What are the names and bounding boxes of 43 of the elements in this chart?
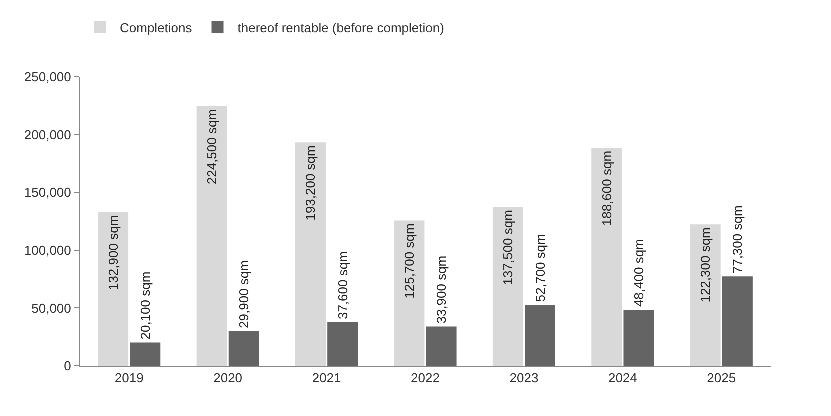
data-label: 37,600 sqm bbox=[335, 252, 350, 320]
x-tick-label: 2024 bbox=[608, 370, 638, 386]
bar bbox=[130, 342, 161, 366]
data-label: 33,900 sqm bbox=[434, 256, 450, 324]
data-label: 137,500 sqm bbox=[500, 210, 516, 286]
x-tick-label: 2020 bbox=[214, 370, 243, 386]
data-label: 77,300 sqm bbox=[730, 206, 746, 274]
bar bbox=[690, 224, 721, 366]
bar bbox=[394, 220, 425, 366]
legend-label: Completions bbox=[120, 20, 193, 36]
bar bbox=[296, 142, 326, 366]
bar bbox=[624, 310, 654, 366]
y-tick-label: 100,000 bbox=[24, 242, 72, 258]
data-label: 52,700 sqm bbox=[532, 234, 548, 302]
x-tick-label: 2025 bbox=[707, 370, 736, 386]
y-tick-label: 150,000 bbox=[24, 185, 72, 200]
data-label: 224,500 sqm bbox=[204, 109, 220, 185]
bar bbox=[592, 148, 622, 366]
bar bbox=[722, 276, 753, 366]
data-label: 122,300 sqm bbox=[698, 228, 714, 303]
y-tick-label: 250,000 bbox=[24, 70, 72, 85]
bar bbox=[228, 331, 260, 366]
data-label: 20,100 sqm bbox=[138, 272, 153, 340]
data-label: 193,200 sqm bbox=[303, 146, 318, 221]
data-label: 29,900 sqm bbox=[236, 260, 252, 328]
bar bbox=[492, 207, 524, 366]
x-tick-label: 2021 bbox=[312, 370, 342, 386]
bar bbox=[525, 305, 556, 366]
y-tick-label: 200,000 bbox=[24, 127, 72, 142]
data-label: 48,400 sqm bbox=[631, 239, 646, 308]
data-label: 188,600 sqm bbox=[599, 150, 614, 226]
bar bbox=[426, 326, 457, 366]
legend-label: thereof rentable (before completion) bbox=[238, 20, 444, 36]
data-label: 132,900 sqm bbox=[106, 215, 121, 291]
x-tick-label: 2019 bbox=[114, 370, 144, 386]
x-tick-label: 2023 bbox=[510, 370, 539, 386]
bar bbox=[196, 106, 228, 366]
bar bbox=[98, 212, 129, 366]
x-tick-label: 2022 bbox=[411, 370, 440, 386]
bar bbox=[328, 322, 358, 366]
y-tick-label: 50,000 bbox=[32, 300, 72, 316]
y-tick-label: 0 bbox=[64, 358, 72, 374]
data-label: 125,700 sqm bbox=[402, 224, 417, 299]
